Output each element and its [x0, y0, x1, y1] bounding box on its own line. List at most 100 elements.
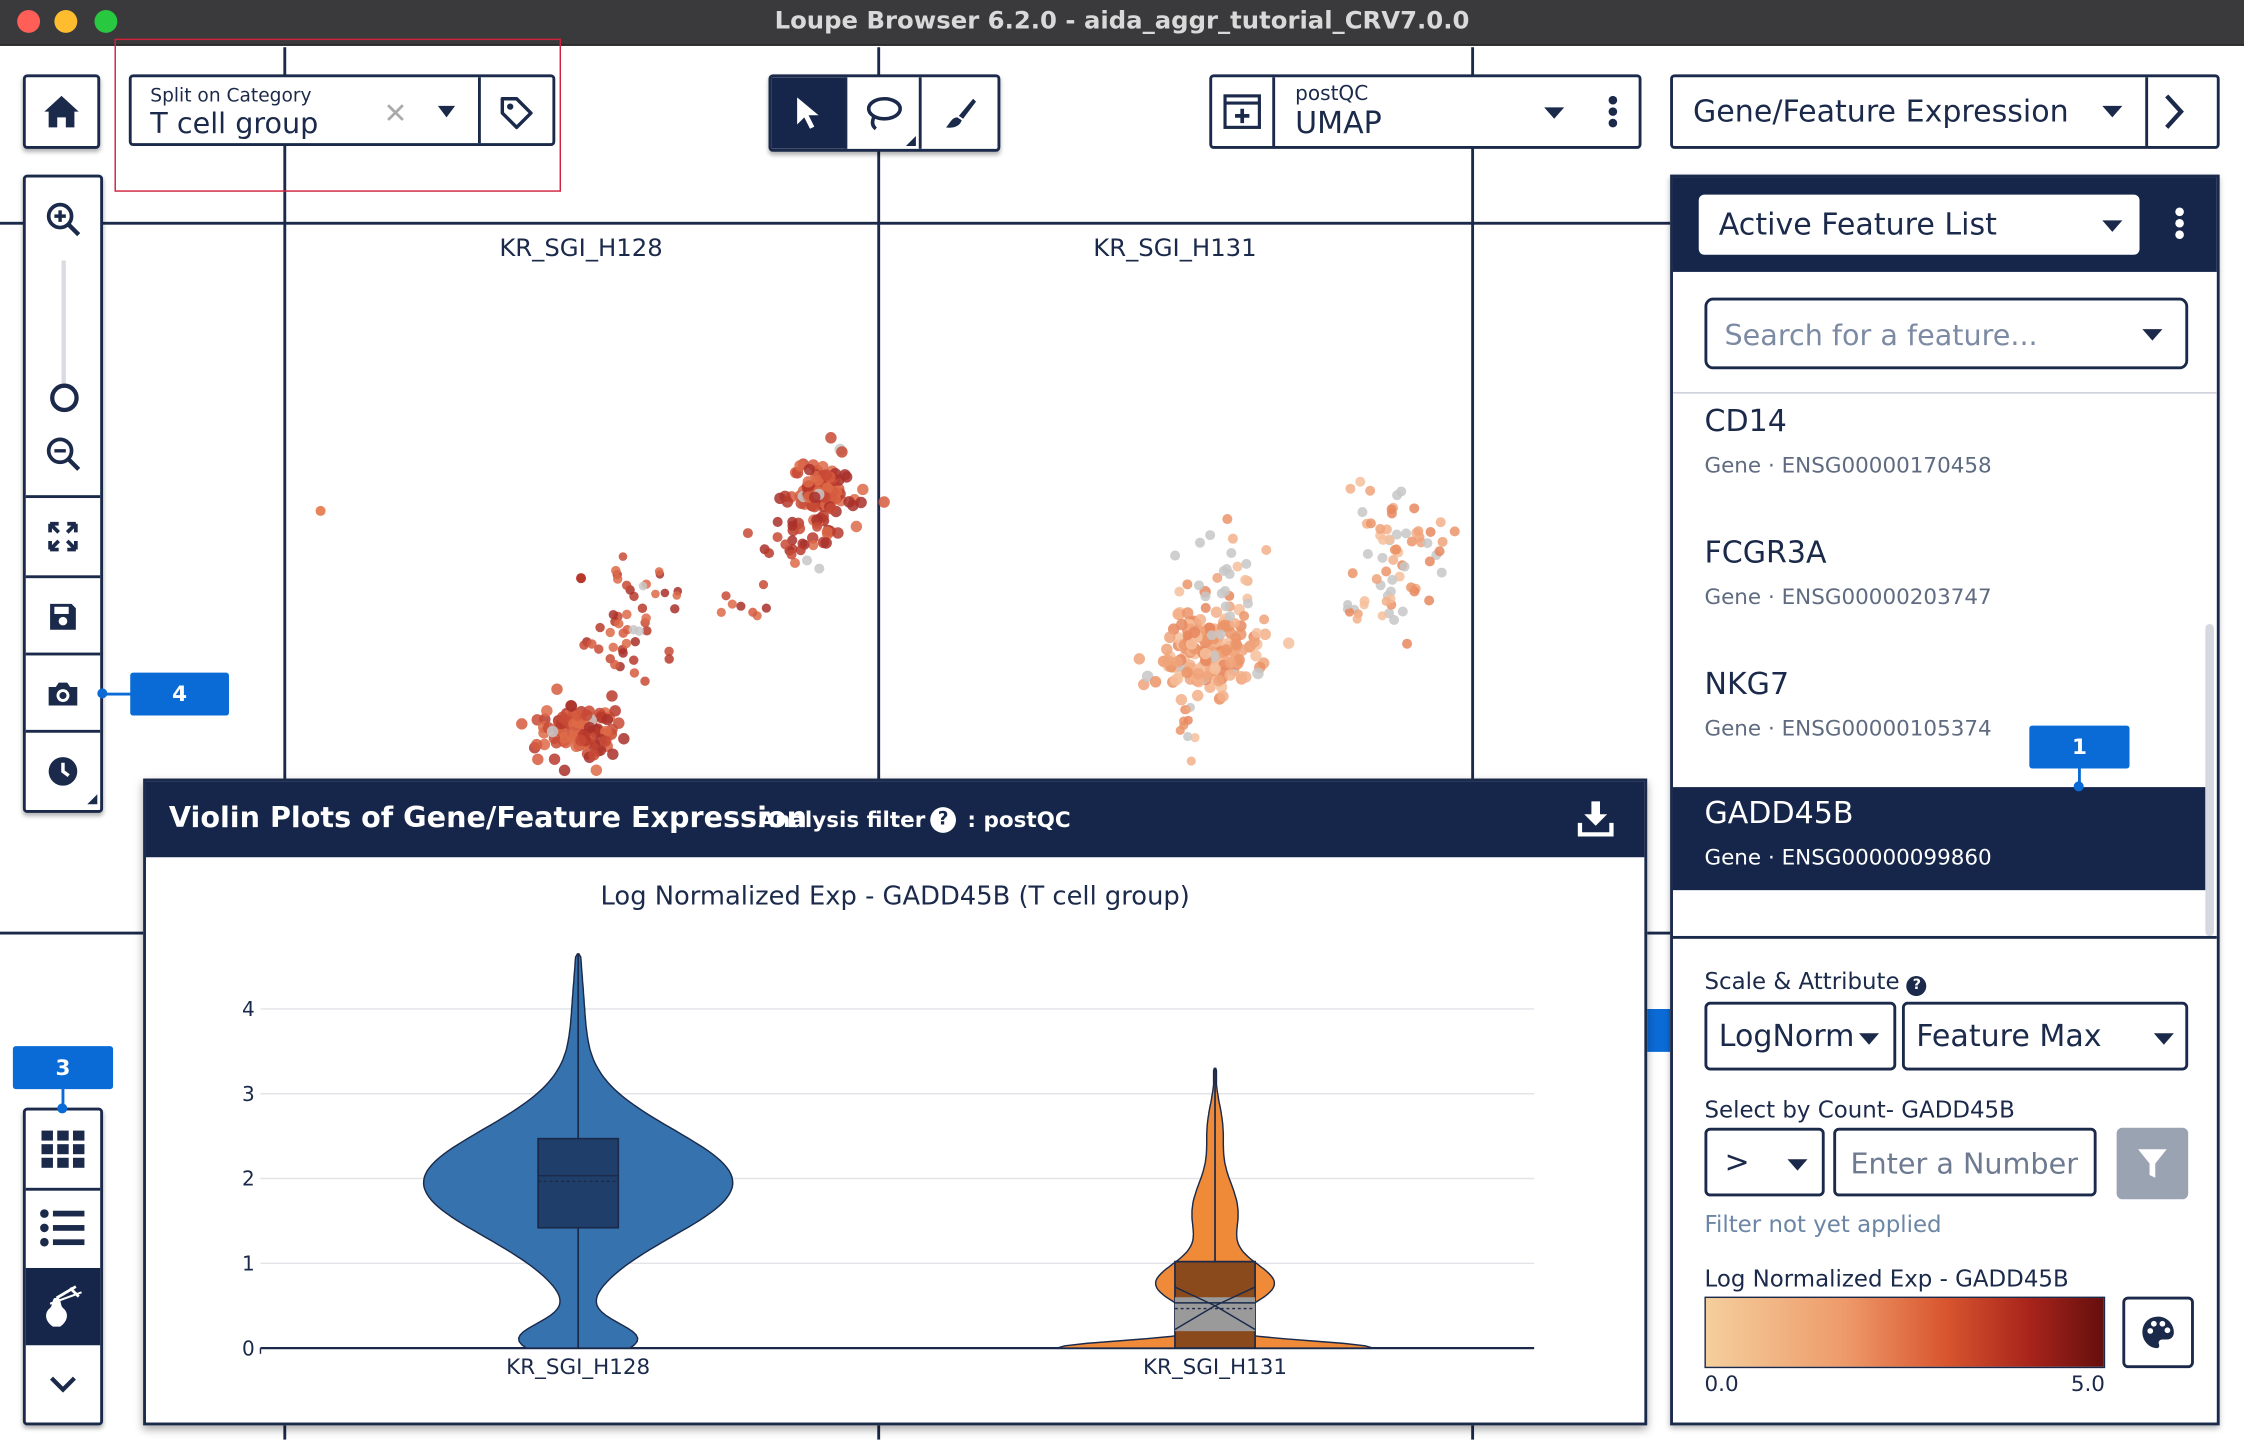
umap-cell-point: [595, 622, 605, 633]
count-operator-select[interactable]: >: [1704, 1127, 1825, 1197]
chevron-down-icon[interactable]: [2142, 329, 2163, 341]
umap-plot[interactable]: [0, 0, 1672, 801]
feature-item-fcgr3a[interactable]: FCGR3A Gene · ENSG00000203747: [1673, 530, 2205, 630]
chevron-down-icon[interactable]: [2102, 220, 2123, 232]
save-button[interactable]: [26, 581, 100, 653]
filter-status: Filter not yet applied: [1704, 1210, 1942, 1238]
feature-search-input[interactable]: [1724, 314, 2126, 355]
violin-panel-header: Violin Plots of Gene/Feature Expression …: [145, 781, 1645, 858]
clear-icon[interactable]: ✕: [383, 95, 408, 131]
mode-select[interactable]: Gene/Feature Expression: [1670, 74, 2220, 149]
chevron-down-icon: [2153, 1033, 2174, 1045]
home-button[interactable]: [22, 74, 101, 149]
expand-more-button[interactable]: [26, 1345, 100, 1422]
more-options-icon[interactable]: [2174, 206, 2185, 246]
umap-cell-point: [1251, 627, 1262, 638]
chevron-down-icon[interactable]: [2102, 105, 2123, 118]
umap-cell-point: [599, 735, 611, 747]
umap-cell-point: [1206, 630, 1217, 641]
umap-cell-point: [1240, 574, 1251, 585]
umap-cell-point: [640, 676, 650, 686]
umap-cell-point: [1375, 523, 1386, 534]
feature-item-nkg7[interactable]: NKG7 Gene · ENSG00000105374: [1673, 661, 2205, 761]
brush-tool-button[interactable]: [922, 77, 997, 149]
umap-cell-point: [748, 607, 758, 617]
zoom-slider-handle[interactable]: [50, 383, 79, 413]
umap-cell-point: [1239, 610, 1250, 621]
chevron-down-icon: [50, 1376, 76, 1393]
minimize-window-button[interactable]: [54, 10, 78, 33]
umap-cell-point: [1282, 637, 1295, 649]
callout-3: 3: [12, 1046, 114, 1090]
umap-cell-point: [530, 738, 543, 751]
grid-view-button[interactable]: [26, 1111, 100, 1188]
umap-cell-point: [808, 540, 819, 551]
umap-cell-point: [1371, 574, 1382, 585]
feature-list-select[interactable]: Active Feature List: [1698, 194, 2140, 255]
umap-cell-point: [878, 496, 890, 508]
pointer-tool-button[interactable]: [771, 77, 847, 149]
split-category-select[interactable]: Split on Category T cell group ✕: [128, 74, 556, 146]
umap-cell-point: [642, 626, 652, 636]
list-icon: [40, 1209, 85, 1247]
divider: [25, 1187, 101, 1191]
divider: [25, 652, 101, 656]
history-button[interactable]: [26, 736, 100, 808]
zoom-in-button[interactable]: [26, 189, 100, 249]
attribute-select[interactable]: Feature Max: [1901, 1001, 2189, 1071]
x-tick-label: KR_SGI_H128: [506, 1355, 650, 1380]
download-button[interactable]: [1577, 799, 1614, 845]
umap-cell-point: [1193, 580, 1205, 591]
close-window-button[interactable]: [17, 10, 41, 33]
umap-cell-point: [660, 588, 670, 598]
download-icon: [1577, 801, 1614, 837]
help-icon[interactable]: ?: [1906, 976, 1927, 997]
screenshot-button[interactable]: [26, 658, 100, 730]
count-number-input[interactable]: [1850, 1144, 2080, 1183]
boxplot-box: [537, 1137, 620, 1229]
scale-select[interactable]: LogNorm: [1704, 1001, 1897, 1071]
apply-filter-button[interactable]: [2116, 1127, 2189, 1200]
projection-select[interactable]: postQC UMAP: [1209, 74, 1642, 149]
split-category-label: Split on Category: [150, 85, 312, 108]
feature-list-scrollbar[interactable]: [2205, 623, 2214, 936]
window-title: Loupe Browser 6.2.0 - aida_aggr_tutorial…: [774, 7, 1470, 36]
count-number-field[interactable]: [1833, 1127, 2097, 1197]
chevron-right-icon[interactable]: [2160, 92, 2189, 138]
umap-cell-point: [809, 491, 821, 504]
umap-cell-point: [1449, 526, 1460, 537]
tag-button[interactable]: [498, 94, 535, 137]
umap-cell-point: [761, 603, 771, 613]
feature-item-gadd45b[interactable]: GADD45B Gene · ENSG00000099860: [1672, 787, 2206, 891]
umap-cell-point: [1391, 544, 1402, 555]
umap-cell-point: [1424, 556, 1435, 567]
umap-cell-point: [789, 557, 800, 569]
umap-cell-point: [1215, 629, 1226, 640]
umap-cell-point: [637, 603, 648, 613]
chevron-down-icon[interactable]: [437, 105, 456, 118]
scale-value: LogNorm: [1718, 1018, 1855, 1054]
help-icon[interactable]: ?: [930, 807, 956, 833]
more-options-icon[interactable]: [1607, 94, 1618, 134]
lasso-tool-button[interactable]: [847, 77, 923, 149]
umap-cell-point: [764, 548, 775, 559]
feature-item-cd14[interactable]: CD14 Gene · ENSG00000170458: [1673, 398, 2205, 498]
zoom-slider-track[interactable]: [61, 260, 66, 390]
zoom-out-button[interactable]: [26, 424, 100, 484]
list-view-button[interactable]: [26, 1191, 100, 1265]
umap-cell-point: [1170, 550, 1181, 561]
umap-cell-point: [742, 528, 753, 539]
violin-plot-button[interactable]: [25, 1267, 101, 1346]
feature-search[interactable]: [1704, 297, 2189, 370]
palette-button[interactable]: [2122, 1296, 2194, 1369]
maximize-window-button[interactable]: [94, 10, 118, 33]
umap-cell-point: [1232, 561, 1243, 572]
umap-cell-point: [736, 601, 746, 611]
umap-cell-point: [607, 748, 619, 760]
umap-cell-point: [565, 700, 578, 712]
umap-cell-point: [821, 526, 834, 538]
umap-cell-point: [787, 520, 798, 531]
chevron-down-icon[interactable]: [1544, 107, 1565, 119]
umap-cell-point: [780, 539, 791, 550]
fit-view-button[interactable]: [26, 501, 100, 573]
